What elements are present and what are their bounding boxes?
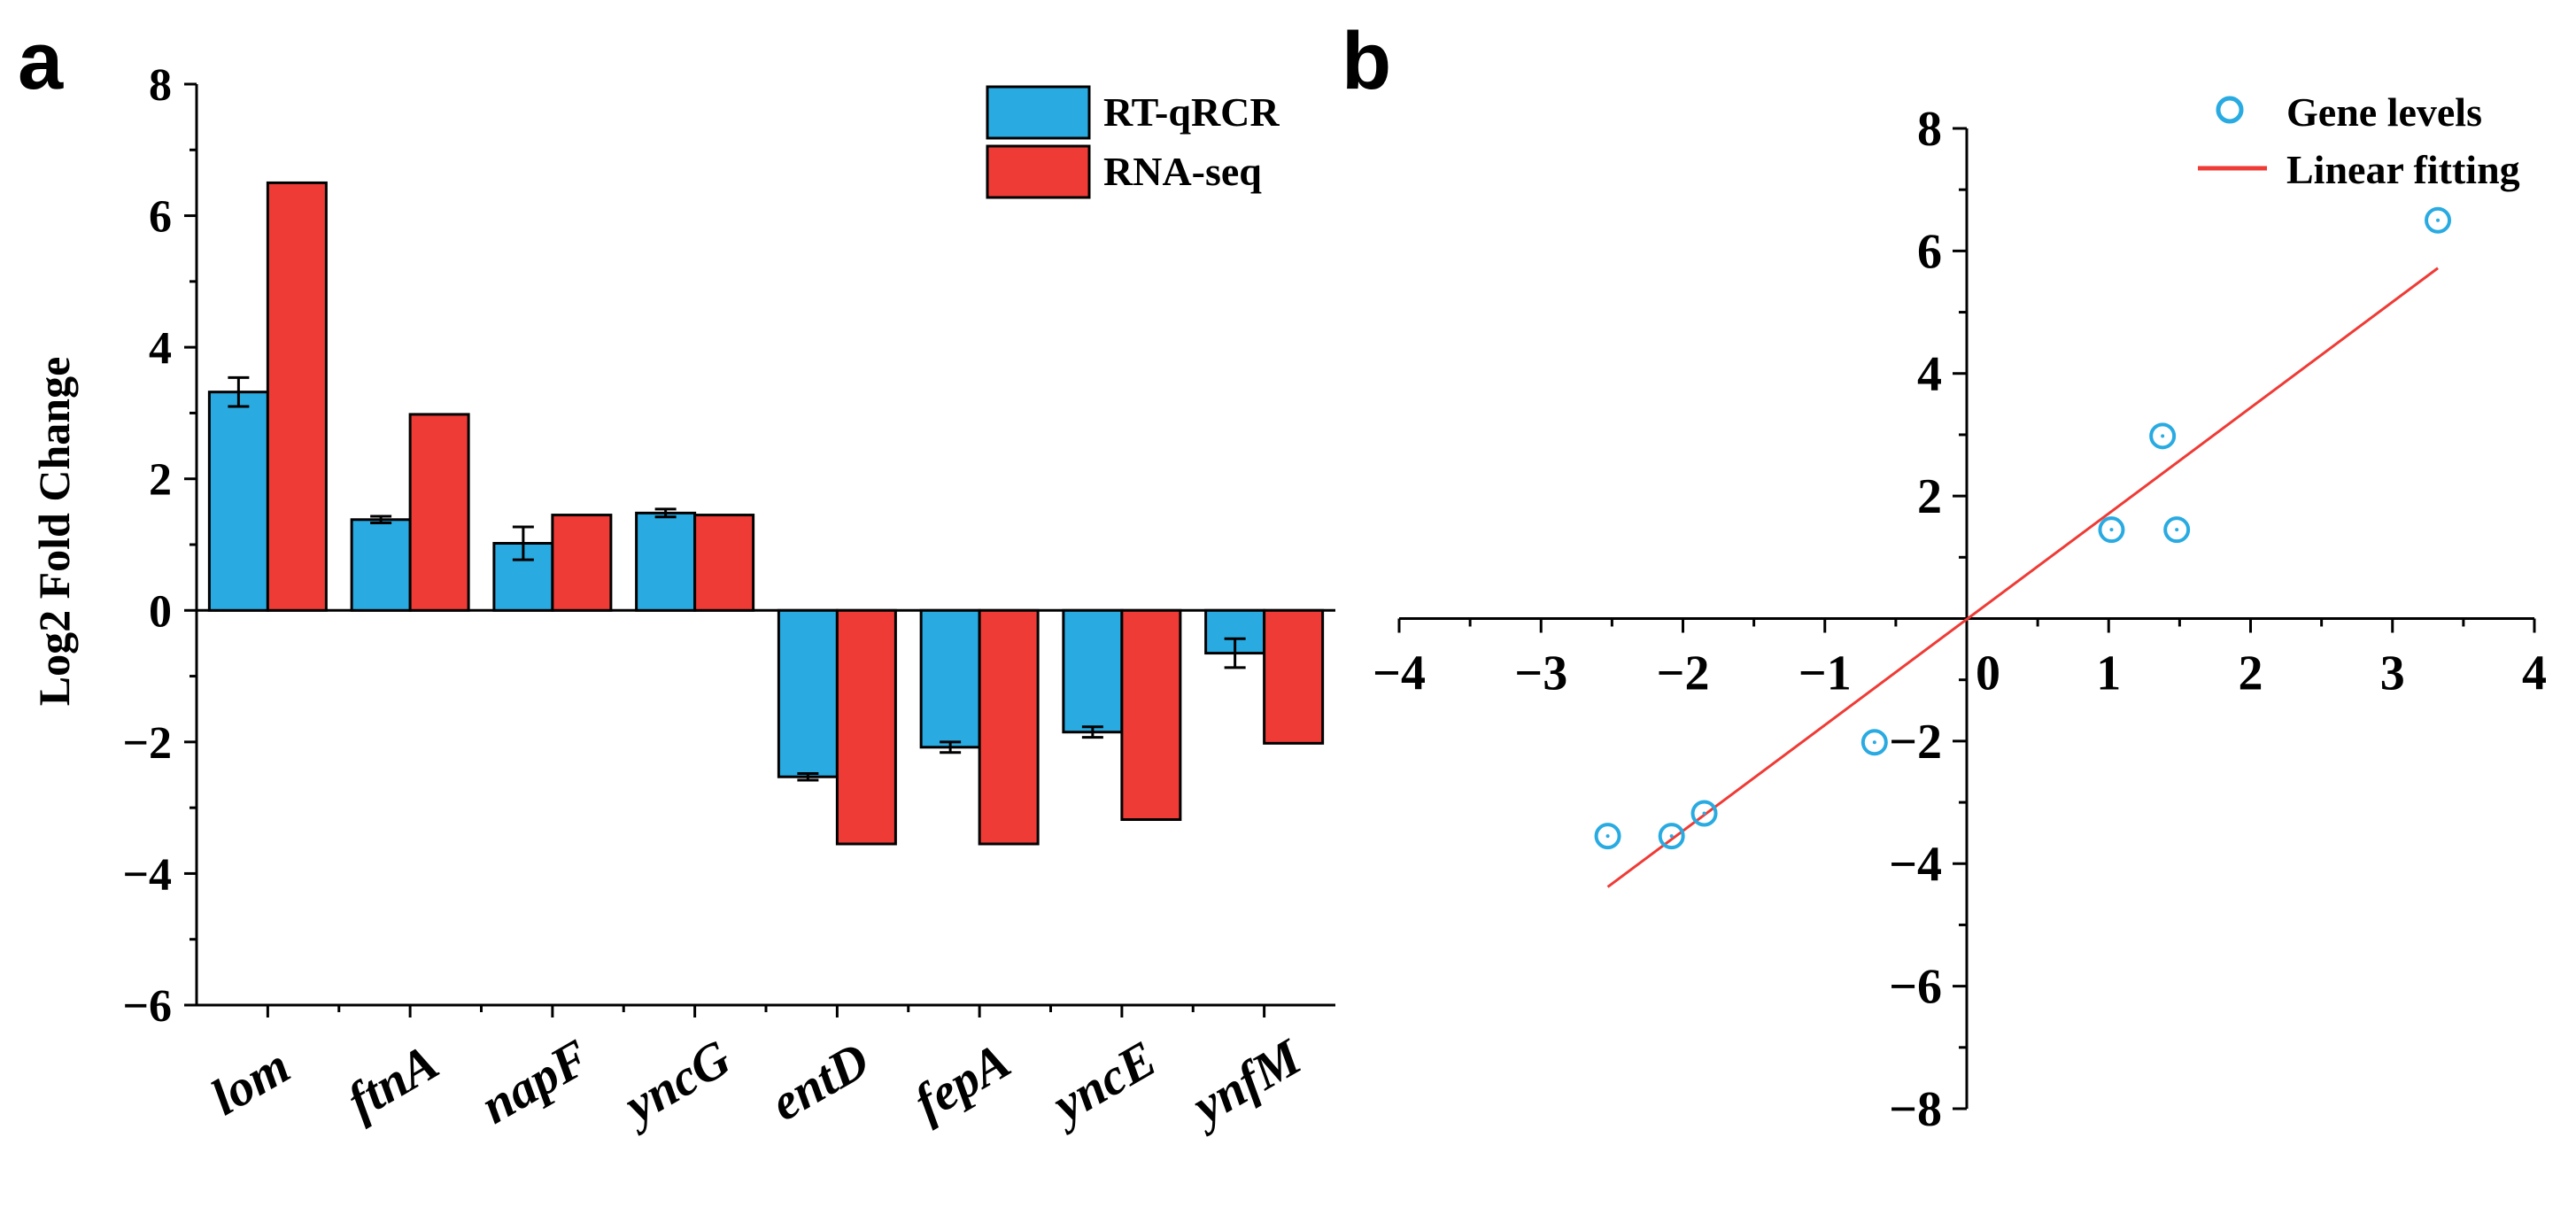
y-tick-label: −4 — [1889, 837, 1942, 892]
y-tick-label: 2 — [1917, 469, 1942, 524]
y-axis-label: Log2 Fold Change — [29, 357, 79, 707]
x-tick-label: 1 — [2096, 646, 2121, 701]
data-point-5 — [1658, 823, 1685, 850]
data-point-center-6 — [1702, 811, 1706, 816]
x-tick-label: −1 — [1799, 646, 1852, 701]
scatter-chart-fit-line — [1606, 267, 2439, 888]
data-point-center-3 — [2175, 528, 2179, 532]
y-tick-label: −2 — [122, 718, 172, 769]
bar-chart-legend: RT-qRCR RNA-seq — [986, 85, 1280, 199]
y-tick-label: 4 — [149, 323, 172, 374]
bar-chart-error-bars — [228, 375, 1246, 782]
y-tick-label: −8 — [1889, 1082, 1942, 1137]
y-tick-label: −4 — [122, 849, 172, 900]
bar-chart-category-labels: lom ftnA napF yncG entD fepA yncE ynfM — [201, 1027, 1312, 1138]
bar-rt-qrcr-entD — [777, 608, 839, 778]
bar-rt-qrcr-fepA — [919, 608, 981, 749]
x-tick-label: −4 — [1373, 646, 1426, 701]
y-tick-label: −2 — [1889, 715, 1942, 770]
category-label-lom: lom — [201, 1036, 299, 1126]
bar-rt-qrcr-lom — [207, 391, 269, 612]
data-point-center-4 — [1605, 834, 1610, 839]
x-tick-label: 3 — [2380, 646, 2405, 701]
category-label-yncG: yncG — [610, 1029, 740, 1137]
bar-rt-qrcr-yncG — [635, 511, 697, 612]
bar-rna-seq-yncG — [693, 514, 755, 612]
data-point-center-1 — [2161, 434, 2165, 438]
scatter-chart-panel: −4 −3 −2 −1 0 1 2 3 4 8 6 4 2 −2 −4 −6 −8 Gene levels Lin… — [1373, 89, 2547, 1137]
bar-rt-qrcr-ftnA — [350, 518, 412, 612]
y-tick-label: −6 — [1889, 960, 1942, 1015]
scatter-chart-legend: Gene levels Linear fitting — [2198, 89, 2520, 192]
y-tick-label: 8 — [149, 60, 172, 111]
y-tick-label: 2 — [149, 455, 172, 506]
y-tick-label: 4 — [1917, 347, 1942, 402]
bar-chart-bars — [207, 181, 1325, 846]
data-point-center-2 — [2109, 528, 2114, 532]
scatter-chart-tick-labels: −4 −3 −2 −1 0 1 2 3 4 8 6 4 2 −2 −4 −6 −8 — [1373, 102, 2547, 1137]
linear-fit-line — [1606, 267, 2439, 888]
y-tick-label: 6 — [149, 192, 172, 243]
bar-rna-seq-napF — [551, 514, 613, 612]
bar-rna-seq-lom — [266, 181, 328, 612]
data-point-1 — [2149, 422, 2177, 450]
legend-swatch-rt-qrcr — [986, 85, 1091, 140]
y-tick-label: 0 — [149, 586, 172, 637]
panel-b-label: b — [1342, 16, 1391, 106]
data-point-6 — [1690, 800, 1718, 827]
data-point-center-5 — [1669, 834, 1674, 839]
category-label-napF: napF — [471, 1028, 599, 1135]
y-tick-label: 8 — [1917, 102, 1942, 157]
legend-label-rt-qrcr: RT-qRCR — [1103, 89, 1280, 135]
bar-rna-seq-fepA — [978, 608, 1040, 846]
category-label-entD: entD — [761, 1031, 878, 1132]
scatter-chart-points — [1594, 206, 2452, 850]
bar-rna-seq-ynfM — [1263, 608, 1325, 745]
data-point-7 — [1860, 729, 1888, 756]
data-point-center-0 — [2436, 218, 2441, 222]
legend-label-rna-seq: RNA-seq — [1103, 149, 1262, 194]
data-point-center-7 — [1872, 740, 1876, 745]
bar-rna-seq-entD — [835, 608, 897, 846]
bar-chart-y-tick-labels: 8 6 4 2 0 −2 −4 −6 — [122, 60, 172, 1032]
data-point-0 — [2425, 206, 2452, 234]
y-tick-label: −6 — [122, 981, 172, 1032]
bar-chart-panel: 8 6 4 2 0 −2 −4 −6 lom ftnA napF yncG entD fepA yncE y… — [29, 60, 1335, 1137]
panel-a-label: a — [18, 16, 64, 106]
legend-marker-gene-levels — [2216, 96, 2244, 124]
category-label-ftnA: ftnA — [337, 1033, 448, 1129]
x-tick-label: 4 — [2522, 646, 2547, 701]
x-tick-label: −2 — [1657, 646, 1710, 701]
x-tick-label: 0 — [1976, 646, 2000, 701]
bar-rna-seq-ftnA — [408, 413, 470, 612]
data-point-4 — [1594, 823, 1621, 850]
legend-label-gene-levels: Gene levels — [2286, 89, 2482, 135]
data-point-3 — [2163, 516, 2191, 544]
category-label-yncE: yncE — [1039, 1029, 1166, 1136]
data-point-2 — [2098, 516, 2125, 544]
legend-swatch-rna-seq — [986, 144, 1091, 199]
y-tick-label: 6 — [1917, 224, 1942, 279]
category-label-fepA: fepA — [904, 1032, 1019, 1132]
x-tick-label: −3 — [1514, 646, 1567, 701]
x-tick-label: 2 — [2239, 646, 2263, 701]
bar-rt-qrcr-yncE — [1062, 608, 1124, 734]
bar-rna-seq-yncE — [1120, 608, 1182, 822]
legend-label-linear-fitting: Linear fitting — [2286, 147, 2520, 192]
category-label-ynfM: ynfM — [1179, 1027, 1312, 1138]
